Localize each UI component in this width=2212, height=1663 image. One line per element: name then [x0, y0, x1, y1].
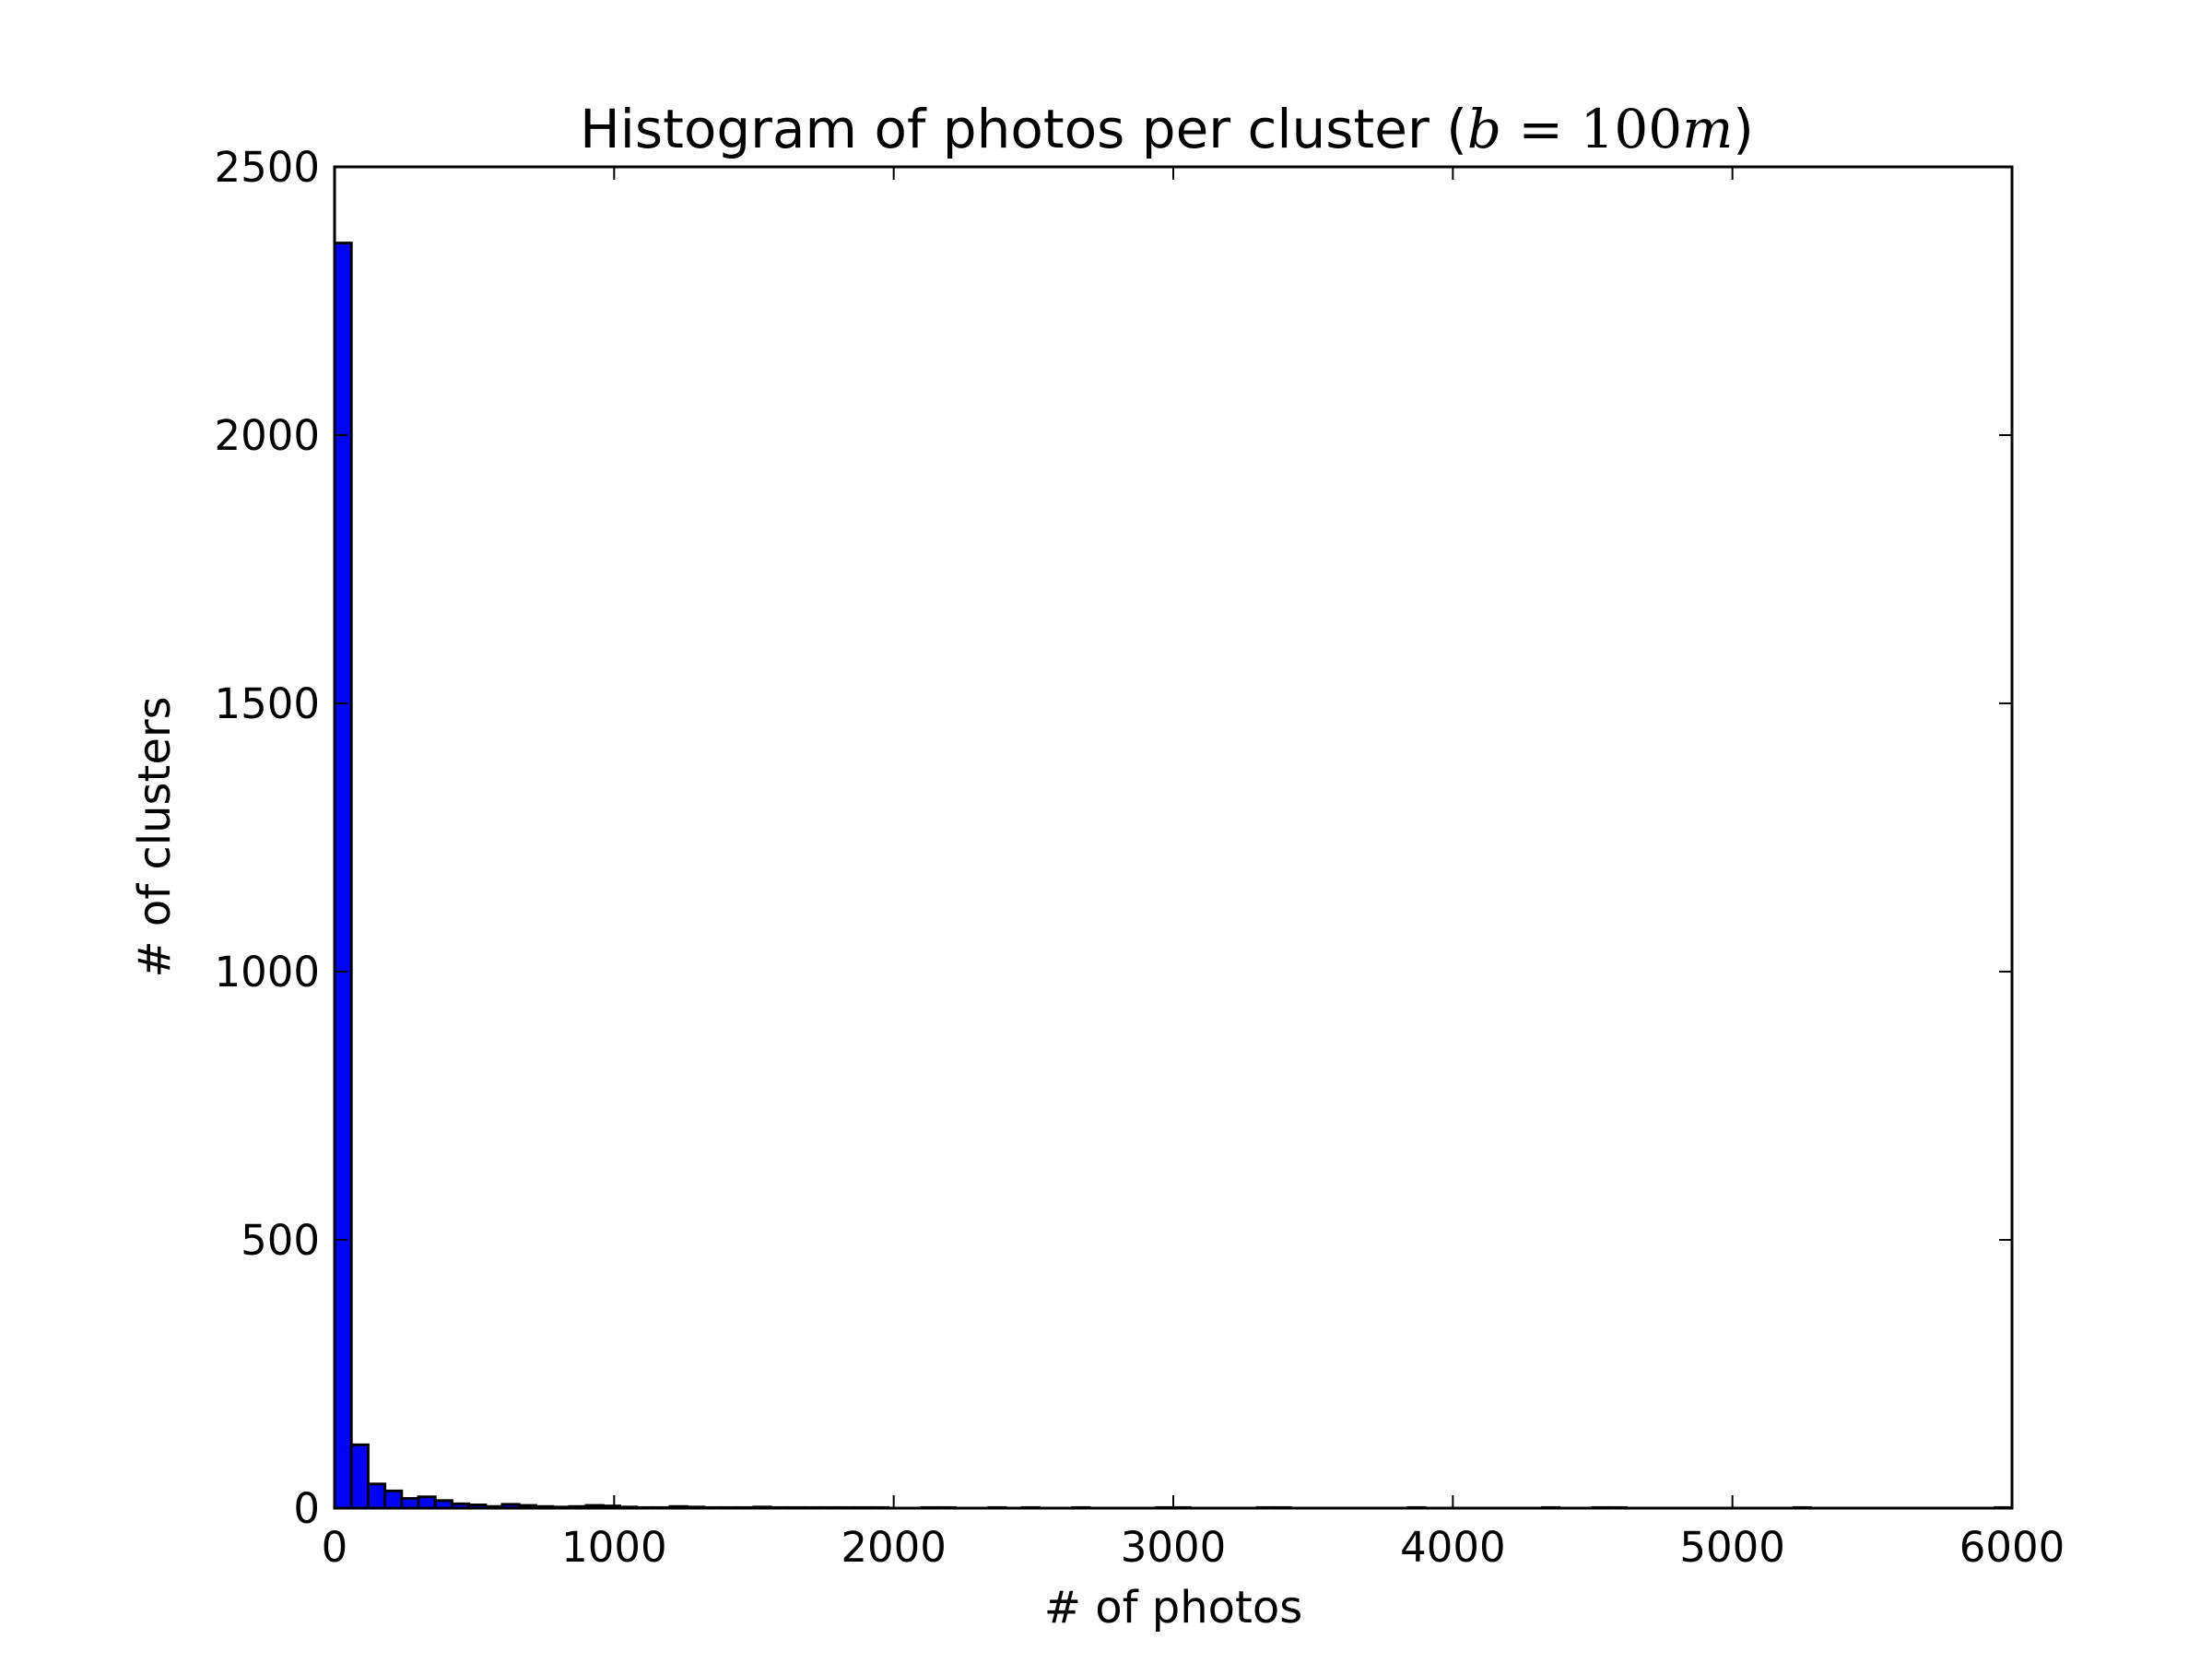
x-tick-label: 5000 — [1679, 1523, 1785, 1572]
y-axis-label: # of clusters — [129, 696, 181, 977]
y-tick-label: 2500 — [214, 143, 320, 192]
plot-frame — [333, 165, 2014, 1510]
chart-title: Histogram of photos per cluster (b = 100… — [580, 98, 1754, 160]
y-tick-label: 0 — [293, 1484, 320, 1533]
x-tick-label: 4000 — [1400, 1523, 1506, 1572]
histogram-bar — [333, 242, 353, 1510]
x-tick-label: 2000 — [841, 1523, 947, 1572]
x-tick-labels: 0 1000 2000 3000 4000 5000 6000 — [322, 1523, 2065, 1572]
x-tick-label: 1000 — [561, 1523, 667, 1572]
y-tick-label: 500 — [241, 1216, 320, 1265]
histogram-bar — [349, 1443, 370, 1510]
x-tick-label: 3000 — [1121, 1523, 1227, 1572]
x-tick-label: 0 — [322, 1523, 348, 1572]
y-tick-label: 1000 — [214, 948, 320, 997]
histogram-bar — [400, 1497, 420, 1510]
y-tick-label: 2000 — [214, 411, 320, 460]
histogram-bar — [383, 1489, 404, 1510]
x-tick-label: 6000 — [1959, 1523, 2065, 1572]
histogram-bar — [366, 1482, 387, 1510]
histogram-bar — [417, 1495, 437, 1510]
axis-ticks — [334, 166, 2013, 1509]
histogram-bars — [333, 242, 2014, 1510]
x-axis-label: # of photos — [1044, 1582, 1302, 1634]
y-tick-label: 1500 — [214, 679, 320, 728]
y-tick-labels: 0 500 1000 1500 2000 2500 — [214, 143, 320, 1533]
